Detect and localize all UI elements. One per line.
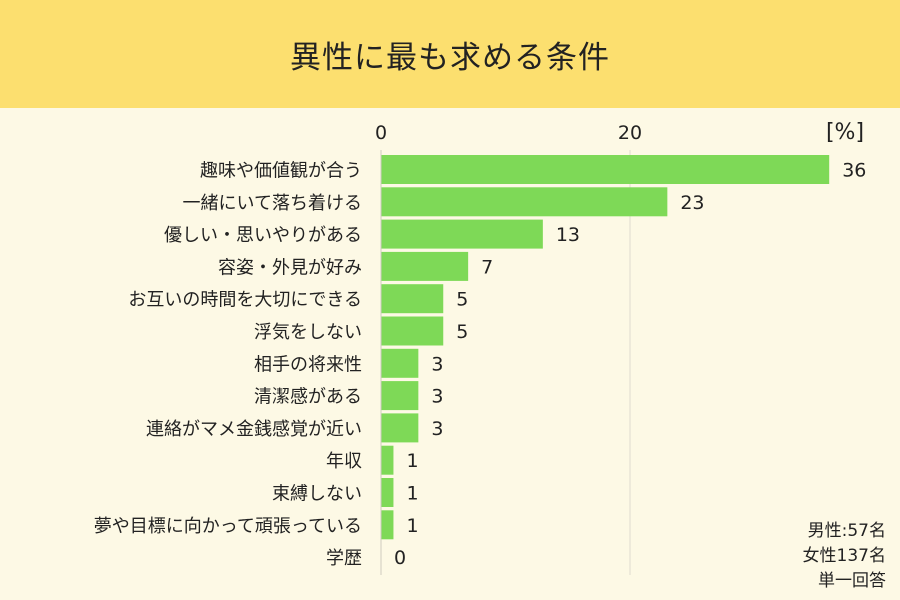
category-label: 相手の将来性: [254, 354, 362, 375]
value-label: 5: [456, 289, 468, 311]
unit-label: [%]: [826, 120, 864, 145]
value-label: 23: [680, 192, 704, 214]
category-label: 夢や目標に向かって頑張っている: [94, 516, 362, 537]
female-count: 女性137名: [802, 546, 886, 566]
chart-title: 異性に最も求める条件: [290, 39, 610, 76]
x-tick-label: 0: [375, 122, 387, 144]
category-label: 優しい・思いやりがある: [164, 225, 362, 246]
category-label: 容姿・外見が好み: [218, 257, 362, 278]
bar: [381, 478, 394, 507]
value-label: 3: [431, 418, 443, 440]
title-banner: 異性に最も求める条件: [0, 0, 900, 108]
x-tick-label: 20: [618, 122, 642, 144]
category-label: 趣味や価値観が合う: [200, 161, 362, 182]
bar: [381, 510, 394, 540]
value-label: 1: [406, 515, 418, 537]
value-label: 36: [842, 160, 866, 182]
category-label: 連絡がマメ金銭感覚が近い: [146, 419, 362, 440]
male-count: 男性:57名: [807, 521, 886, 541]
category-label: 年収: [326, 451, 362, 472]
value-label: 13: [556, 224, 580, 246]
value-label: 0: [394, 547, 406, 569]
bar: [381, 445, 394, 475]
category-label: 束縛しない: [272, 484, 362, 505]
category-label: 清潔感がある: [254, 387, 362, 408]
respondent-note: 男性:57名 女性137名 単一回答: [803, 519, 886, 594]
bar: [381, 381, 419, 411]
bar: [381, 219, 543, 249]
category-label: 一緒にいて落ち着ける: [183, 193, 362, 214]
category-label: お互いの時間を大切にできる: [128, 290, 362, 311]
bar: [381, 284, 444, 314]
category-label: 学歴: [326, 548, 362, 569]
answer-method: 単一回答: [818, 571, 886, 591]
bar: [381, 348, 419, 378]
bar: [381, 187, 668, 217]
bar: [381, 251, 469, 281]
bar: [381, 316, 444, 346]
value-label: 1: [406, 450, 418, 472]
value-label: 3: [431, 386, 443, 408]
value-label: 5: [456, 321, 468, 343]
value-label: 7: [481, 256, 493, 278]
category-label: 浮気をしない: [254, 322, 362, 343]
value-label: 1: [406, 483, 418, 505]
bar: [381, 155, 830, 184]
value-label: 3: [431, 353, 443, 375]
bar: [381, 413, 419, 443]
